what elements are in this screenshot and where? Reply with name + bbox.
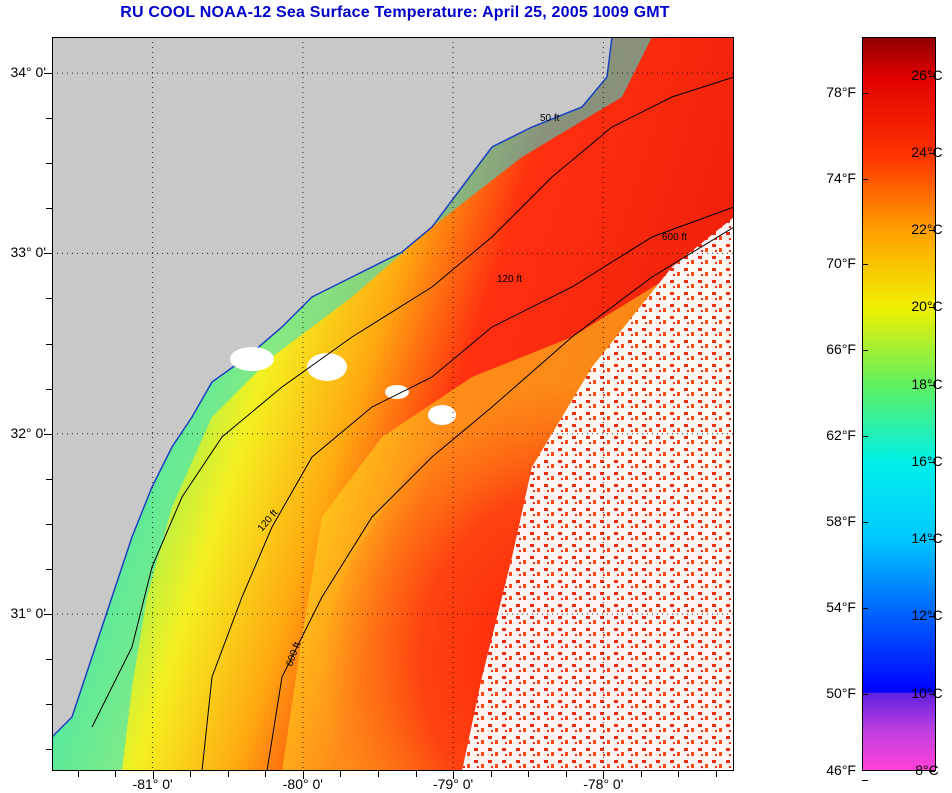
lon-tick-label: -81° 0' [132,776,173,792]
lat-tick-label: 32° 0' [10,424,46,441]
lon-minor-tick [453,771,454,779]
lon-tick-label: -78° 0' [583,776,624,792]
celsius-tick-label: 26°C [911,66,943,83]
map-title: RU COOL NOAA-12 Sea Surface Temperature:… [120,4,670,21]
celsius-tick-label: 22°C [911,221,943,238]
lat-minor-tick [44,253,52,254]
fahrenheit-tick [862,350,868,351]
fahrenheit-tick-label: 66°F [826,341,856,358]
lat-tick-label: 34° 0' [10,64,46,81]
cloud-patch [428,405,456,425]
celsius-tick-label: 16°C [911,452,943,469]
sst-map-canvas: 50 ft 120 ft 600 ft 600 ft 120 ft [52,37,734,771]
lon-minor-tick [491,771,492,777]
contour-label-50: 50 ft [540,113,560,124]
celsius-tick-label: 24°C [911,143,943,160]
fahrenheit-tick [862,608,868,609]
land [52,37,612,737]
lon-minor-tick [265,771,266,777]
fahrenheit-tick-label: 50°F [826,684,856,701]
fahrenheit-tick-label: 70°F [826,255,856,272]
contour-label-120: 120 ft [497,274,522,285]
contour-50ft [91,76,734,728]
lat-minor-tick [46,659,52,660]
lon-minor-tick [153,771,154,779]
fahrenheit-tick-label: 58°F [826,513,856,530]
fahrenheit-tick [862,780,868,781]
lat-minor-tick [46,118,52,119]
contour-120ft [201,206,734,771]
coastline [52,37,613,738]
lon-minor-tick [228,771,229,777]
celsius-tick [929,771,935,772]
lat-minor-tick [46,704,52,705]
celsius-tick-label: 20°C [911,298,943,315]
celsius-tick [929,153,935,154]
lon-minor-tick [78,771,79,777]
sst-map[interactable]: 50 ft 120 ft 600 ft 600 ft 120 ft [52,37,734,771]
lon-minor-tick [678,771,679,777]
fahrenheit-tick [862,436,868,437]
celsius-tick [929,307,935,308]
lat-minor-tick [46,208,52,209]
cloud-patch [307,353,347,381]
lat-minor-tick [46,569,52,570]
fahrenheit-tick-label: 62°F [826,427,856,444]
lat-tick-label: 31° 0' [10,605,46,622]
lon-minor-tick [716,771,717,777]
temperature-colorbar [862,37,936,771]
celsius-tick-label: 8°C [915,762,939,778]
lat-minor-tick [44,73,52,74]
celsius-tick-label: 18°C [911,375,943,392]
lat-minor-tick [46,389,52,390]
celsius-tick [929,76,935,77]
lat-minor-tick [44,614,52,615]
lat-minor-tick [46,479,52,480]
fahrenheit-tick-label: 46°F [826,762,856,778]
fahrenheit-tick [862,522,868,523]
lon-minor-tick [416,771,417,777]
celsius-tick [929,694,935,695]
fahrenheit-tick [862,694,868,695]
lat-minor-tick [46,163,52,164]
lon-tick-label: -80° 0' [282,776,323,792]
lat-tick-label: 33° 0' [10,244,46,261]
cloud-patch [230,347,274,371]
contour-600ft [266,226,734,771]
lon-minor-tick [603,771,604,779]
lon-minor-tick [340,771,341,777]
celsius-tick [929,462,935,463]
lon-minor-tick [378,771,379,777]
fahrenheit-tick-label: 78°F [826,83,856,100]
lon-tick-label: -79° 0' [432,776,474,792]
lon-minor-tick [115,771,116,777]
lat-minor-tick [46,344,52,345]
fahrenheit-tick [862,93,868,94]
fahrenheit-tick [862,264,868,265]
celsius-tick-label: 10°C [911,684,943,701]
celsius-tick [929,230,935,231]
gridlines [52,37,734,771]
lon-minor-tick [641,771,642,777]
cloud-patch [385,385,409,399]
celsius-tick-label: 12°C [911,607,943,624]
celsius-tick-label: 14°C [911,530,943,547]
cloud-mask [462,217,734,771]
celsius-tick [929,616,935,617]
fahrenheit-tick-label: 74°F [826,169,856,186]
fahrenheit-tick-label: 54°F [826,598,856,615]
fahrenheit-tick [862,179,868,180]
celsius-tick [929,539,935,540]
lon-minor-tick [566,771,567,777]
lon-minor-tick [303,771,304,779]
contour-label-600: 600 ft [662,232,687,243]
lat-minor-tick [46,524,52,525]
lon-minor-tick [528,771,529,777]
celsius-tick [929,385,935,386]
map-frame [52,37,734,771]
lat-minor-tick [46,749,52,750]
lat-minor-tick [44,434,52,435]
lon-minor-tick [190,771,191,777]
lat-minor-tick [46,298,52,299]
